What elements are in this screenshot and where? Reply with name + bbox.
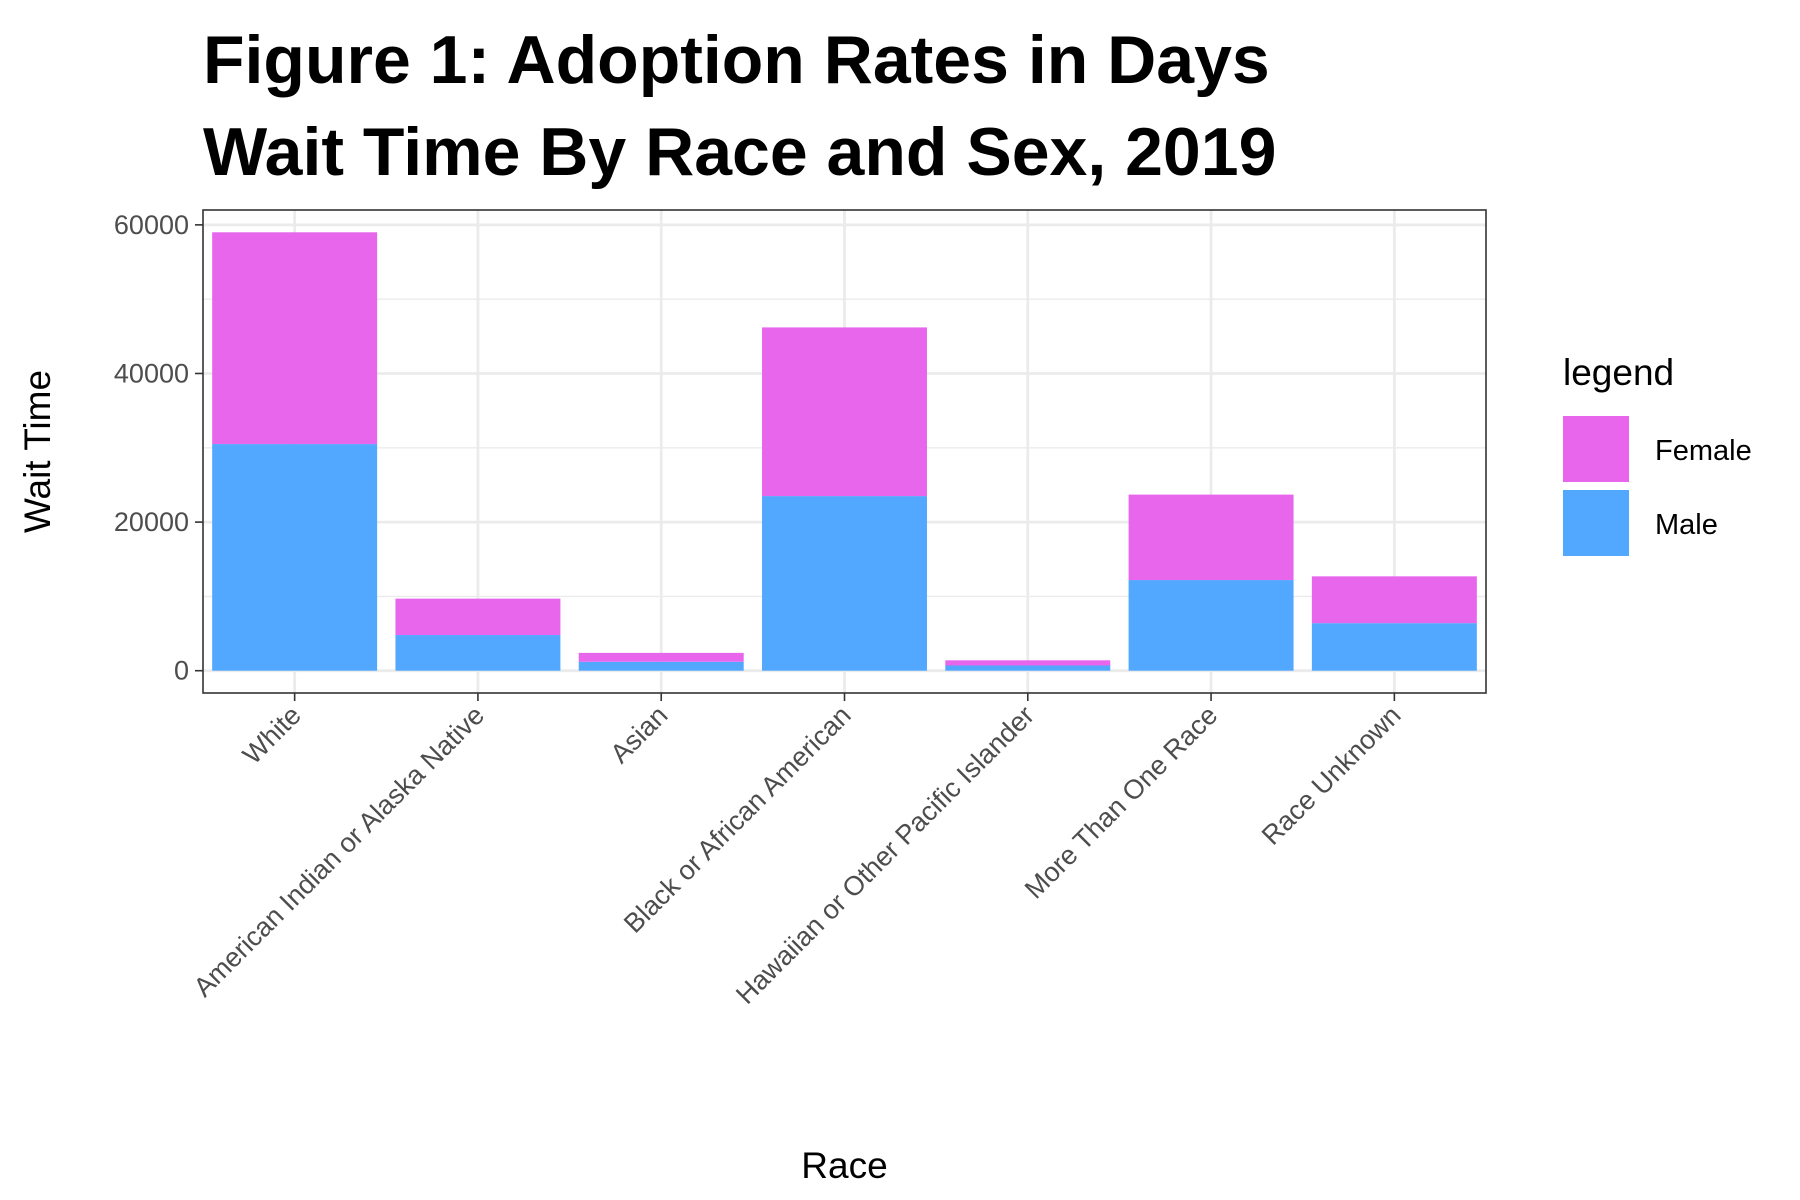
legend: legend Female Male [1563,352,1752,556]
x-tick-label: American Indian or Alaska Native [188,700,490,1002]
y-tick-label: 40000 [114,358,189,388]
bar-male [395,635,561,671]
y-tick-label: 20000 [114,507,189,537]
legend-title: legend [1563,352,1674,393]
bar-male [762,496,927,671]
x-tick-label: White [237,700,307,770]
x-axis-title: Race [801,1145,887,1186]
chart-title: Figure 1: Adoption Rates in Days Wait Ti… [203,14,1276,198]
bar-female [212,232,378,445]
bar-male [578,661,744,671]
y-axis-title: Wait Time [17,370,58,533]
legend-key-male [1563,490,1629,556]
x-tick-label: Race Unknown [1256,700,1407,851]
chart-title-line-1: Figure 1: Adoption Rates in Days [203,22,1270,98]
y-tick-label: 60000 [114,210,189,240]
legend-key-female [1563,416,1629,482]
legend-label-female: Female [1655,435,1752,467]
bar-male [212,444,378,671]
x-tick-label: Asian [604,700,673,769]
bar-female [945,660,1111,666]
bar-female [1128,494,1294,581]
bars [212,232,1477,671]
legend-label-male: Male [1655,509,1718,541]
bar-female [762,327,927,497]
bar-female [1311,576,1477,624]
bar-male [1128,580,1294,671]
x-tick-label: Hawaiian or Other Pacific Islander [730,700,1040,1010]
x-tick-label: More Than One Race [1019,700,1223,904]
chart-title-line-2: Wait Time By Race and Sex, 2019 [203,114,1277,190]
bar-female [578,652,744,662]
bar-male [945,665,1111,671]
bar-male [1311,623,1477,671]
bar-female [395,598,561,636]
y-tick-label: 0 [174,656,189,686]
